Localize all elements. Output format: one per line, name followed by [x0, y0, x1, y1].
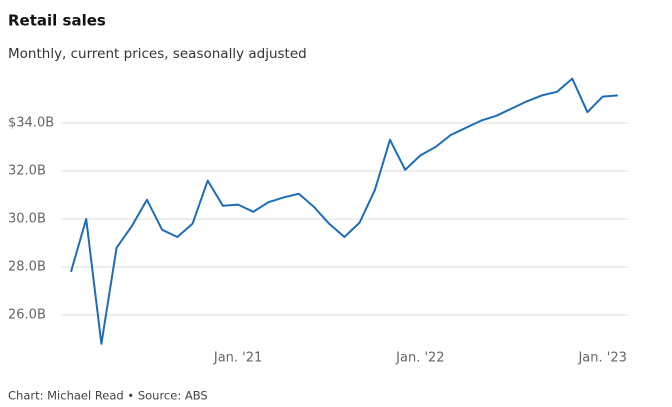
- x-tick-label: Jan. '23: [577, 351, 626, 366]
- y-tick-label: $34.0B: [8, 116, 54, 131]
- x-tick-label: Jan. '22: [395, 351, 444, 366]
- y-tick-label: 28.0B: [8, 260, 46, 275]
- chart-title: Retail sales: [8, 12, 106, 30]
- y-tick-label: 26.0B: [8, 308, 46, 323]
- x-tick-label: Jan. '21: [213, 351, 262, 366]
- y-tick-label: 32.0B: [8, 164, 46, 179]
- chart-source: Chart: Michael Read • Source: ABS: [8, 389, 208, 403]
- y-tick-label: 30.0B: [8, 212, 46, 227]
- chart-subtitle: Monthly, current prices, seasonally adju…: [8, 46, 307, 62]
- series-line: [70, 77, 618, 345]
